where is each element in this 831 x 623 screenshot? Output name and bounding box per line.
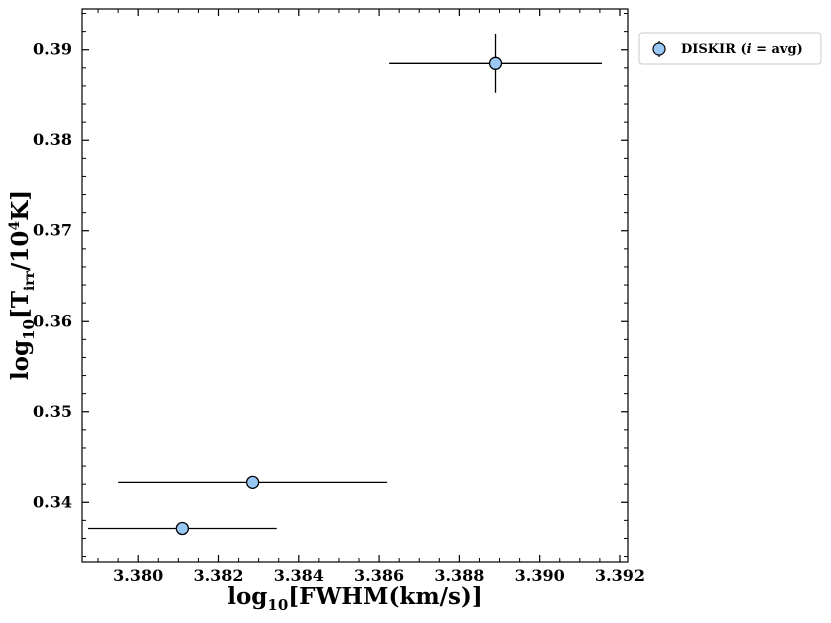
x-tick-label-5: 3.390 [515,566,565,585]
y-tick-label-3: 0.37 [33,221,72,240]
legend-frame [638,32,822,65]
y-tick-label-5: 0.39 [33,40,72,59]
x-tick-label-2: 3.384 [274,566,324,585]
x-tick-label-0: 3.380 [113,566,163,585]
x-tick-label-4: 3.388 [434,566,484,585]
point-layer [175,56,503,536]
data-point-1 [245,475,260,490]
y-tick-label-1: 0.35 [33,402,72,421]
plot-frame [81,8,629,563]
legend-marker [652,42,666,56]
y-tick-label-0: 0.34 [33,492,72,511]
errorbar-layer [88,33,602,530]
x-axis-title: log10[FWHM(km/s)] [227,583,483,614]
legend-label: DISKIR (i = avg) [681,42,803,57]
x-tick-label-6: 3.392 [595,566,645,585]
ticks-layer: 3.380 3.382 3.384 3.386 3.388 3.390 3.392 0.34 0… [33,9,645,585]
legend: DISKIR (i = avg) [638,32,822,65]
y-axis-title: log10[Tirr/104K] [7,190,38,380]
y-tick-label-2: 0.36 [33,311,72,330]
data-point-2 [175,521,190,536]
x-tick-label-1: 3.382 [193,566,243,585]
data-point-0 [488,56,503,70]
x-tick-label-3: 3.386 [354,566,404,585]
y-tick-label-4: 0.38 [33,130,72,149]
